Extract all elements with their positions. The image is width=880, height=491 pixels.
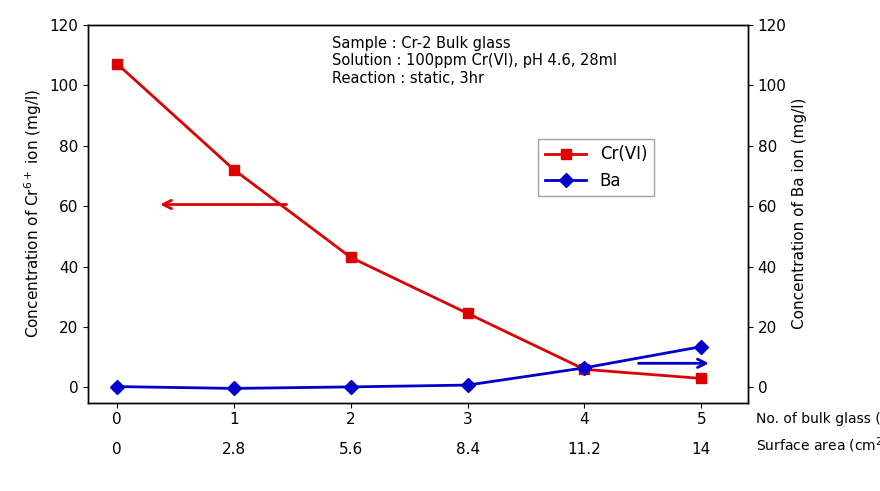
Y-axis label: Concentration of Ba ion (mg/l): Concentration of Ba ion (mg/l)	[792, 98, 807, 329]
Ba	[112, 383, 122, 389]
Cr(VI)	[696, 376, 707, 382]
Text: Sample : Cr-2 Bulk glass
Solution : 100ppm Cr(VI), pH 4.6, 28ml
Reaction : stati: Sample : Cr-2 Bulk glass Solution : 100p…	[333, 36, 617, 86]
Ba	[579, 365, 590, 371]
Text: 8.4: 8.4	[456, 441, 480, 457]
Text: Surface area (cm$^2$): Surface area (cm$^2$)	[756, 436, 880, 456]
Legend: Cr(VI), Ba: Cr(VI), Ba	[538, 139, 654, 196]
Y-axis label: Concentration of Cr$^{6+}$ ion (mg/l): Concentration of Cr$^{6+}$ ion (mg/l)	[22, 89, 44, 338]
Text: 0: 0	[113, 441, 122, 457]
Line: Ba: Ba	[113, 342, 706, 393]
Cr(VI)	[346, 254, 356, 260]
Text: 2.8: 2.8	[222, 441, 246, 457]
Ba	[696, 344, 707, 350]
Ba	[346, 384, 356, 390]
Text: No. of bulk glass (ea): No. of bulk glass (ea)	[756, 412, 880, 426]
Cr(VI)	[112, 61, 122, 67]
Text: 14: 14	[692, 441, 711, 457]
Text: 5.6: 5.6	[339, 441, 363, 457]
Line: Cr(VI): Cr(VI)	[113, 59, 706, 383]
Ba	[462, 382, 473, 388]
Ba	[229, 385, 239, 391]
Cr(VI)	[579, 366, 590, 372]
Cr(VI)	[229, 167, 239, 173]
Text: 11.2: 11.2	[568, 441, 601, 457]
Cr(VI)	[462, 310, 473, 316]
